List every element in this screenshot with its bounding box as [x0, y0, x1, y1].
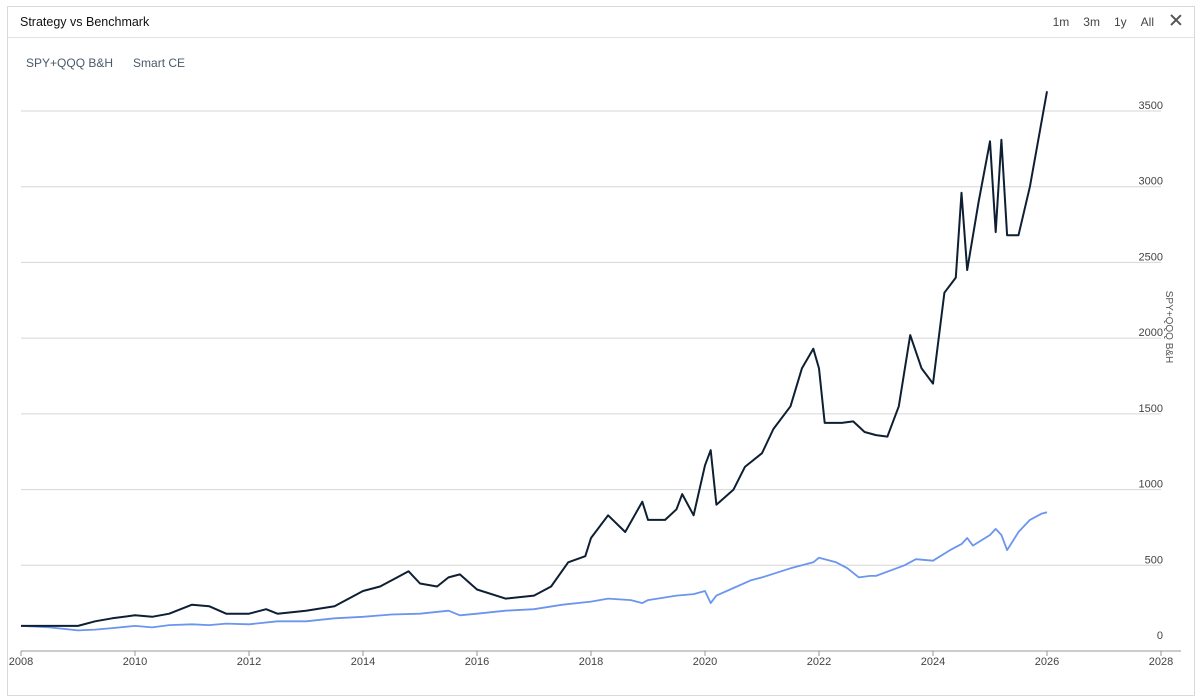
x-tick-label: 2012: [237, 656, 261, 668]
range-all-button[interactable]: All: [1140, 15, 1154, 29]
y-tick-label: 2000: [1139, 327, 1163, 339]
x-tick-label: 2020: [693, 656, 717, 668]
y-tick-label: 500: [1145, 554, 1163, 566]
x-tick-label: 2028: [1149, 656, 1173, 668]
y-tick-label: 1000: [1139, 479, 1163, 491]
y-tick-label: 3000: [1139, 176, 1163, 188]
chart-title: Strategy vs Benchmark: [20, 15, 150, 29]
panel-header: Strategy vs Benchmark 1m 3m 1y All: [8, 7, 1194, 38]
x-tick-label: 2008: [9, 656, 33, 668]
benchmark-series-line: [20, 511, 1048, 632]
y-tick-label: 0: [1157, 630, 1163, 642]
strategy-series-line: [21, 91, 1048, 627]
chart-legend: SPY+QQQ B&H Smart CE: [26, 56, 185, 70]
x-tick-label: 2026: [1035, 656, 1059, 668]
legend-item-strategy[interactable]: Smart CE: [133, 56, 186, 70]
x-tick-label: 2010: [123, 656, 147, 668]
x-tick-label: 2014: [351, 656, 375, 668]
y-tick-label: 2500: [1139, 251, 1163, 263]
x-tick-label: 2016: [465, 656, 489, 668]
range-3m-button[interactable]: 3m: [1083, 15, 1100, 29]
range-selector: 1m 3m 1y All: [1053, 15, 1154, 29]
x-tick-label: 2018: [579, 656, 603, 668]
x-tick-label: 2024: [921, 656, 945, 668]
legend-item-benchmark[interactable]: SPY+QQQ B&H: [26, 56, 114, 70]
chart-panel: Strategy vs Benchmark 1m 3m 1y All SPY+Q…: [7, 6, 1195, 696]
x-tick-label: 2022: [807, 656, 831, 668]
y-axis-label: SPY+QQQ B&H: [1163, 291, 1174, 364]
y-tick-label: 3500: [1139, 100, 1163, 112]
line-chart: 0 500 1000 1500 2000 2500 3000 3500 2008 2010 2012…: [9, 91, 1181, 668]
y-tick-label: 1500: [1139, 403, 1163, 415]
range-1y-button[interactable]: 1y: [1113, 15, 1127, 29]
range-1m-button[interactable]: 1m: [1052, 15, 1070, 29]
